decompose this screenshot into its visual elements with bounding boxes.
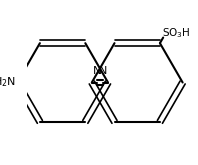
Text: N: N	[98, 66, 107, 76]
Text: SO$_3$H: SO$_3$H	[162, 26, 190, 40]
Text: H$_2$N: H$_2$N	[0, 76, 16, 89]
Text: N: N	[93, 66, 101, 76]
